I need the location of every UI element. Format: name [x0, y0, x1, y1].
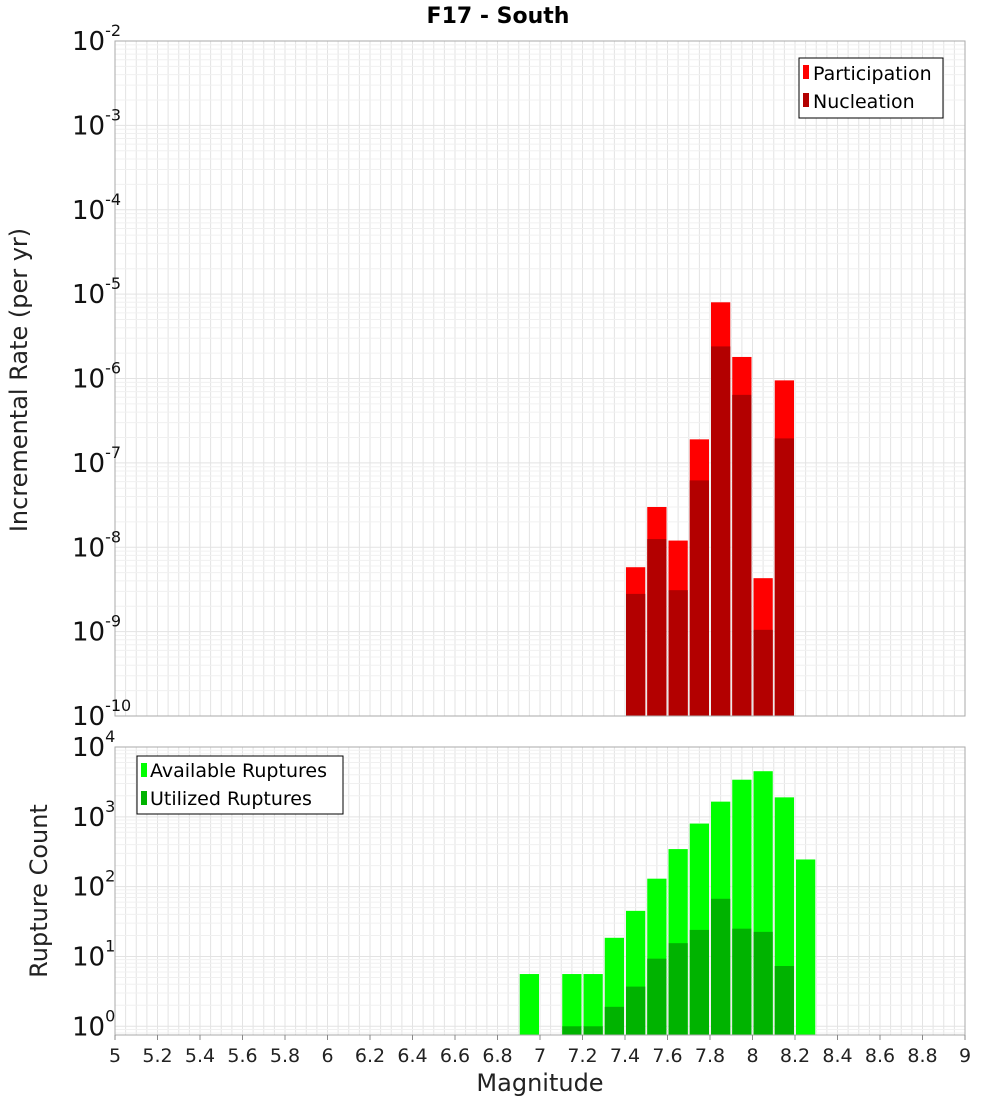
rate-bar-nucleation	[753, 629, 773, 716]
rate-y-tick-label: 10-6	[72, 359, 121, 395]
count-bar-utilized-ruptures	[689, 929, 709, 1035]
count-bar-utilized-ruptures	[711, 898, 731, 1035]
x-tick-label: 9	[959, 1045, 971, 1067]
count-bar-utilized-ruptures	[626, 986, 646, 1035]
rate-bar-nucleation	[711, 346, 731, 716]
rate-plot-frame	[114, 40, 966, 717]
rate-y-tick-label: 10-10	[72, 696, 131, 732]
legend-label-available: Available Ruptures	[150, 760, 327, 782]
rate-y-tick-label: 10-7	[72, 443, 121, 479]
rate-y-tick-label: 10-4	[72, 190, 121, 226]
legend-label-nucleation: Nucleation	[813, 91, 915, 113]
count-bar-available-ruptures	[796, 859, 816, 1035]
count-bar-utilized-ruptures	[774, 966, 794, 1035]
rate-legend: Participation Nucleation	[798, 57, 944, 119]
rate-bar-nucleation	[626, 593, 646, 716]
count-y-tick-label: 103	[72, 797, 115, 833]
rate-bar-nucleation	[647, 539, 667, 716]
count-bar-utilized-ruptures	[583, 1026, 603, 1035]
x-tick-label: 8.6	[865, 1045, 895, 1067]
count-panel: 100 101 102 103 104 5 5.2 5.4 5.6 5.8 6 6.2 6.4 6.6 6…	[25, 727, 971, 1097]
x-tick-label: 5.8	[270, 1045, 300, 1067]
count-bar-available-ruptures	[583, 974, 603, 1035]
count-bar-utilized-ruptures	[668, 943, 688, 1035]
x-tick-label: 7.2	[567, 1045, 597, 1067]
count-y-tick-label: 102	[72, 867, 115, 903]
x-axis-label: Magnitude	[476, 1069, 603, 1097]
x-tick-label: 6.2	[355, 1045, 385, 1067]
x-tick-label: 7.8	[695, 1045, 725, 1067]
rate-y-tick-label: 10-5	[72, 274, 121, 310]
x-tick-label: 6.4	[397, 1045, 427, 1067]
legend-swatch-participation	[803, 65, 809, 79]
legend-swatch-nucleation	[803, 93, 809, 107]
count-bar-available-ruptures	[519, 974, 539, 1035]
x-tick-label: 6	[321, 1045, 333, 1067]
rate-y-tick-label: 10-8	[72, 527, 121, 563]
count-bars	[519, 771, 816, 1035]
rate-bars	[626, 302, 794, 716]
count-gridlines	[114, 746, 966, 1035]
legend-swatch-available	[141, 763, 147, 777]
x-axis-ticks: 5 5.2 5.4 5.6 5.8 6 6.2 6.4 6.6 6.8 7 7.2 7.4 7.6 7.8 8…	[109, 1035, 971, 1067]
count-bar-utilized-ruptures	[562, 1026, 582, 1035]
x-tick-label: 7.6	[652, 1045, 682, 1067]
rate-bar-nucleation	[774, 438, 794, 716]
rate-panel: 10-10 10-9 10-8 10-7 10-6 10-5 10-4 10-3 10-2 In…	[5, 21, 966, 732]
chart-title: F17 - South	[427, 4, 570, 29]
rate-legend-box	[798, 57, 944, 119]
count-bar-utilized-ruptures	[753, 931, 773, 1035]
rate-gridlines	[114, 40, 966, 717]
count-legend: Available Ruptures Utilized Ruptures	[136, 755, 344, 815]
count-bar-utilized-ruptures	[647, 958, 667, 1035]
legend-swatch-utilized	[141, 791, 147, 805]
x-tick-label: 5.6	[227, 1045, 257, 1067]
x-tick-label: 8.4	[822, 1045, 852, 1067]
rate-bar-nucleation	[689, 480, 709, 716]
x-tick-label: 5.4	[185, 1045, 215, 1067]
rate-y-tick-label: 10-3	[72, 105, 121, 141]
count-y-ticks: 100 101 102 103 104	[72, 727, 115, 1042]
x-tick-label: 5.2	[142, 1045, 172, 1067]
count-y-tick-label: 101	[72, 936, 115, 972]
count-y-tick-label: 104	[72, 727, 115, 763]
count-bar-available-ruptures	[562, 974, 582, 1035]
x-tick-label: 5	[109, 1045, 121, 1067]
x-tick-label: 6.6	[440, 1045, 470, 1067]
count-bar-utilized-ruptures	[732, 928, 752, 1035]
legend-label-utilized: Utilized Ruptures	[150, 788, 312, 810]
x-tick-label: 8.8	[907, 1045, 937, 1067]
x-tick-label: 7.4	[610, 1045, 640, 1067]
legend-label-participation: Participation	[813, 63, 932, 85]
rate-y-tick-label: 10-9	[72, 612, 121, 648]
rate-y-axis-label: Incremental Rate (per yr)	[5, 228, 33, 532]
rate-y-ticks: 10-10 10-9 10-8 10-7 10-6 10-5 10-4 10-3 10-2	[72, 21, 131, 732]
rate-y-tick-label: 10-2	[72, 21, 121, 57]
x-tick-label: 8	[746, 1045, 758, 1067]
count-y-axis-label: Rupture Count	[25, 804, 53, 978]
x-tick-label: 7	[534, 1045, 546, 1067]
count-y-tick-label: 100	[72, 1006, 115, 1042]
rate-bar-nucleation	[732, 394, 752, 716]
x-tick-label: 8.2	[780, 1045, 810, 1067]
x-tick-label: 6.8	[482, 1045, 512, 1067]
count-legend-box	[136, 755, 344, 815]
rate-bar-nucleation	[668, 590, 688, 716]
count-bar-utilized-ruptures	[604, 1006, 624, 1035]
